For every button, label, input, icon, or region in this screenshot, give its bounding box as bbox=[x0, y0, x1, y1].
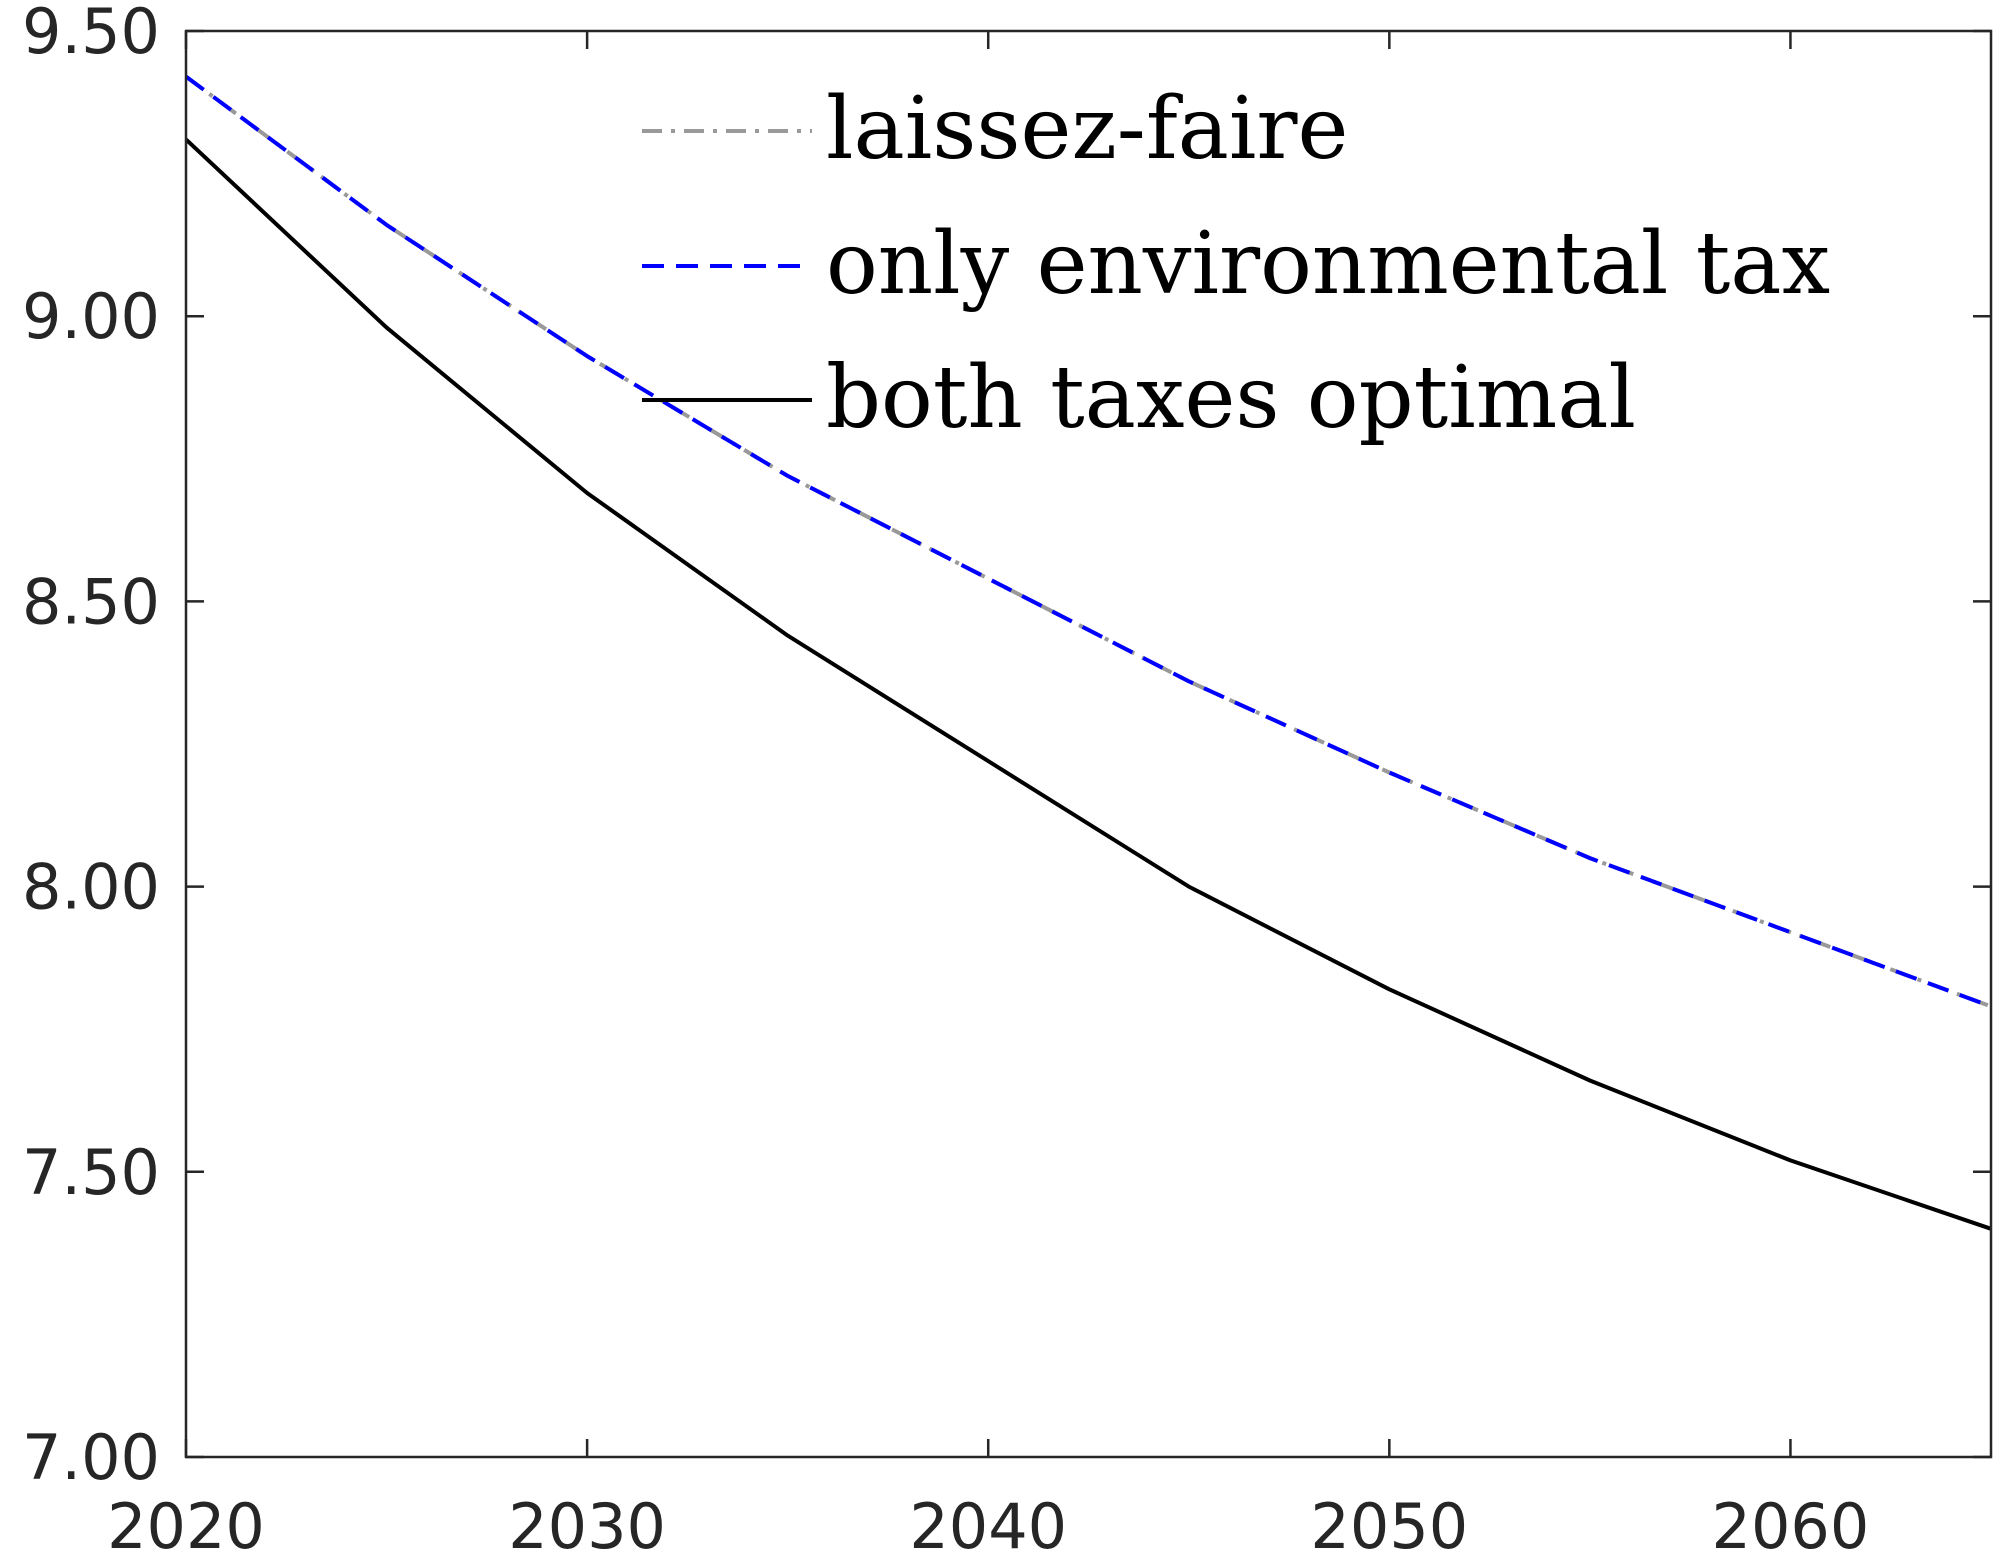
y-tick-label: 7.50 bbox=[22, 1136, 160, 1209]
legend-label: laissez-faire bbox=[826, 79, 1348, 179]
x-tick-label: 2030 bbox=[508, 1490, 666, 1554]
x-tick-label: 2020 bbox=[107, 1490, 265, 1554]
y-tick-label: 9.50 bbox=[22, 0, 160, 68]
legend-label: only environmental tax bbox=[826, 214, 1830, 314]
axes-layer: 2020 2030 2040 2050 2060 7.00 7.50 8.00 8.50 9.00… bbox=[22, 0, 1993, 1554]
legend: laissez-faire only environmental tax both … bbox=[642, 79, 1830, 448]
series-line-both-taxes-optimal bbox=[184, 137, 1992, 1231]
y-tick-label: 8.00 bbox=[22, 851, 160, 924]
y-tick-label: 8.50 bbox=[22, 565, 160, 638]
series-line-only-environmental-tax bbox=[184, 74, 1992, 1009]
x-tick-label: 2040 bbox=[909, 1490, 1067, 1554]
x-tick-label: 2050 bbox=[1310, 1490, 1468, 1554]
y-tick-label: 7.00 bbox=[22, 1421, 160, 1494]
series-layer bbox=[184, 74, 1992, 1231]
y-tick-label: 9.00 bbox=[22, 280, 160, 353]
x-tick-label: 2060 bbox=[1712, 1490, 1870, 1554]
legend-label: both taxes optimal bbox=[826, 348, 1636, 448]
plot-frame bbox=[184, 29, 1993, 1459]
